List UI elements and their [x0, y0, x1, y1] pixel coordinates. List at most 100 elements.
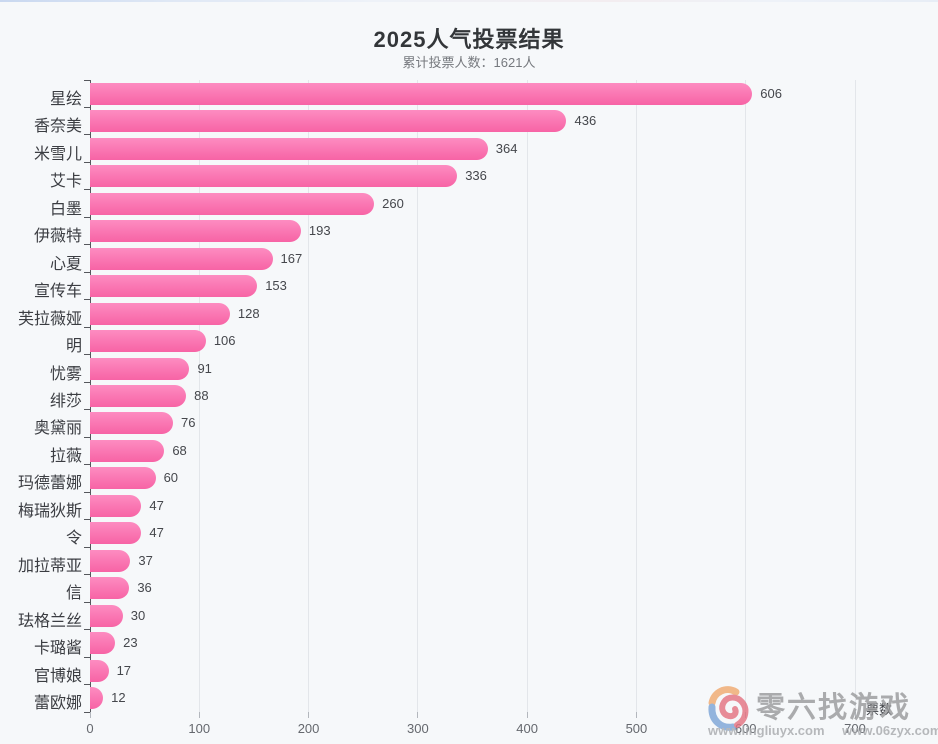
y-axis-tick: [84, 711, 90, 713]
bar-value-label: 193: [308, 223, 331, 239]
y-axis-tick: [84, 656, 90, 658]
category-label: 珐格兰丝: [17, 612, 82, 630]
y-axis-tick: [84, 134, 90, 136]
bar-value-label: 23: [123, 635, 138, 651]
bar[interactable]: [90, 385, 187, 407]
bar-value-label: 153: [265, 278, 287, 294]
bar-value-label: 17: [116, 662, 132, 678]
bar[interactable]: [90, 604, 123, 627]
bar-value-label: 436: [574, 113, 597, 129]
bar-value-label: 606: [760, 85, 782, 101]
bar[interactable]: [90, 522, 142, 545]
category-label: 奥黛丽: [33, 420, 82, 438]
category-label: 心夏: [49, 255, 82, 273]
chart-subtitle: 累计投票人数：1621人: [402, 55, 536, 70]
bar-value-label: 88: [194, 388, 209, 403]
y-axis-tick: [84, 244, 90, 246]
bar[interactable]: [90, 549, 131, 572]
bar[interactable]: [90, 357, 190, 380]
x-tick-label: 300: [406, 721, 429, 736]
gridline: [308, 80, 310, 712]
bar-value-label: 260: [382, 195, 404, 211]
category-label: 玛德蕾娜: [17, 475, 82, 493]
bar[interactable]: [90, 632, 116, 655]
x-axis-tick: [89, 712, 91, 718]
bar-value-label: 68: [172, 442, 187, 458]
plot-area: 0 100 200 300 400 500 600 700 606 436 364 336 260 193…: [84, 79, 866, 736]
gridline: [745, 80, 747, 712]
y-axis-tick: [84, 464, 90, 466]
watermark-urls: www.lingliuyx.com www.06zyx.com: [708, 723, 938, 738]
top-edge-divider: [0, 0, 938, 2]
y-axis-tick: [84, 381, 90, 383]
y-axis-tick: [84, 574, 90, 576]
bar[interactable]: [90, 275, 258, 298]
x-axis-tick: [417, 712, 419, 718]
y-axis-tick: [84, 629, 90, 631]
bar[interactable]: [90, 220, 301, 243]
gridline: [635, 80, 637, 712]
bar[interactable]: [90, 330, 206, 353]
x-tick-label: 100: [188, 721, 211, 736]
category-label: 香奈美: [33, 118, 82, 136]
y-axis-tick: [84, 161, 90, 163]
x-axis-tick: [635, 712, 637, 718]
category-label: 芙拉薇娅: [17, 310, 82, 328]
bar[interactable]: [90, 494, 142, 517]
bar-value-label: 336: [465, 168, 487, 184]
bar-value-label: 60: [163, 470, 179, 486]
y-axis-tick: [84, 79, 90, 81]
category-label: 信: [65, 585, 82, 603]
category-label: 令: [65, 530, 82, 548]
bar-value-label: 167: [280, 250, 303, 266]
x-axis-tick: [854, 712, 856, 718]
gridline: [198, 80, 200, 712]
bar[interactable]: [90, 659, 109, 682]
bar[interactable]: [90, 467, 156, 490]
category-label: 宣传车: [33, 283, 82, 301]
y-axis-tick: [84, 409, 90, 411]
bar[interactable]: [90, 247, 273, 270]
y-axis-tick: [84, 601, 90, 603]
bar[interactable]: [90, 412, 174, 435]
bar-value-label: 47: [149, 525, 164, 541]
x-tick-label: 700: [844, 721, 866, 736]
y-axis-tick: [84, 519, 90, 521]
bar-value-label: 30: [130, 607, 146, 623]
bar[interactable]: [90, 137, 488, 160]
bar[interactable]: [90, 165, 458, 188]
y-axis-tick: [84, 491, 90, 493]
bar[interactable]: [90, 577, 130, 600]
category-label: 白墨: [49, 200, 82, 218]
bar[interactable]: [90, 82, 753, 105]
bar-value-label: 47: [149, 497, 164, 513]
category-axis-labels: 星绘 香奈美 米雪儿 艾卡 白墨 伊薇特 心夏 宣传车 芙拉薇娅明忧雾 绯莎 奥黛丽 拉薇 玛德蕾娜 梅瑞…: [0, 80, 82, 713]
y-axis-tick: [84, 299, 90, 301]
category-label: 蕾欧娜: [33, 695, 82, 713]
category-label: 加拉蒂亚: [17, 557, 82, 575]
category-label: 星绘: [49, 90, 82, 108]
y-axis-tick: [84, 189, 90, 191]
watermark-url-secondary: www.06zyx.com: [842, 723, 938, 738]
gridline: [526, 80, 528, 712]
x-axis-tick: [198, 712, 200, 718]
x-tick-label: 0: [86, 721, 94, 736]
bar[interactable]: [90, 687, 104, 710]
bar[interactable]: [90, 439, 165, 462]
x-tick-label: 500: [625, 721, 648, 736]
y-axis-tick: [84, 546, 90, 548]
bar[interactable]: [90, 110, 567, 133]
gridline: [417, 80, 419, 712]
bar[interactable]: [90, 192, 375, 215]
category-label: 米雪儿: [33, 145, 82, 163]
category-label: 绯莎: [49, 393, 82, 410]
bar-value-label: 128: [237, 305, 260, 321]
bar-value-label: 106: [213, 333, 236, 349]
y-axis-tick: [84, 271, 90, 273]
y-axis-tick: [84, 684, 90, 686]
x-tick-label: 200: [297, 721, 320, 736]
x-axis-tick: [526, 712, 528, 718]
bar[interactable]: [90, 302, 230, 325]
category-label: 忧雾: [49, 365, 82, 383]
bar-value-label: 36: [137, 580, 152, 596]
